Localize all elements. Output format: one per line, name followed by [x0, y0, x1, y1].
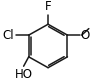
Text: HO: HO: [15, 68, 33, 81]
Text: Cl: Cl: [3, 29, 14, 42]
Text: O: O: [81, 29, 90, 42]
Text: F: F: [45, 0, 51, 13]
